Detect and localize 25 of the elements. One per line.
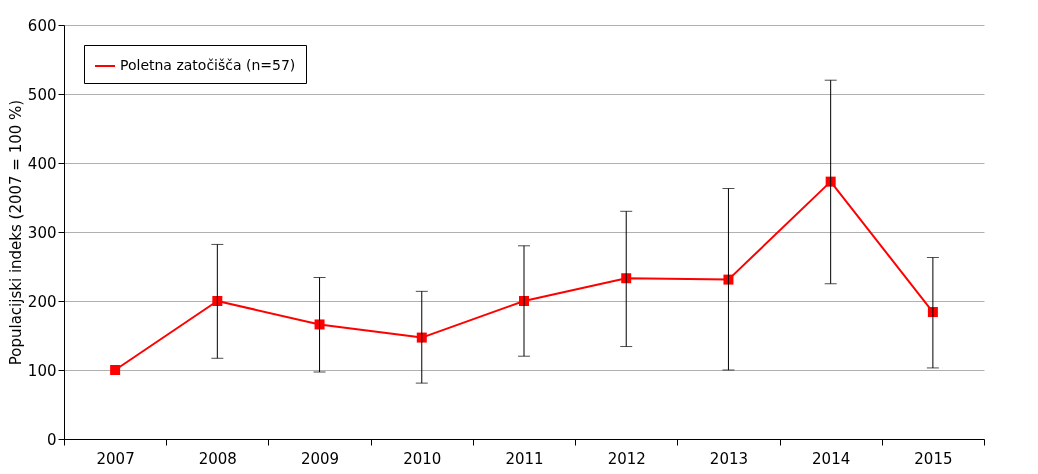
x-tick-label: 2010 — [403, 449, 442, 468]
x-tick-label: 2013 — [709, 449, 749, 468]
x-tick-label: 2012 — [607, 449, 646, 468]
x-tick-label: 2014 — [812, 449, 851, 468]
point — [416, 332, 427, 343]
point — [621, 273, 632, 284]
y-tick-label: 500 — [27, 85, 57, 104]
x-tick-label: 2007 — [96, 449, 135, 468]
y-tick-label: 300 — [27, 223, 57, 242]
x-tick-label: 2009 — [300, 449, 340, 468]
x-tick-label: 2011 — [505, 449, 544, 468]
point — [314, 319, 325, 330]
y-axis-title: Populacijski indeks (2007 = 100 %) — [6, 99, 25, 366]
x-tick-label: 2008 — [198, 449, 237, 468]
y-tick-label: 100 — [27, 361, 57, 380]
point — [723, 274, 734, 285]
y-tick-label: 600 — [27, 16, 57, 35]
y-tick-label: 0 — [46, 430, 57, 449]
point — [825, 176, 836, 187]
x-tick-label: 2015 — [914, 449, 953, 468]
legend-label: Poletna zatočišča (n=57) — [120, 57, 296, 73]
y-tick-label: 200 — [27, 292, 57, 311]
y-tick-label: 400 — [27, 154, 57, 173]
point — [212, 296, 223, 306]
point — [110, 365, 121, 375]
